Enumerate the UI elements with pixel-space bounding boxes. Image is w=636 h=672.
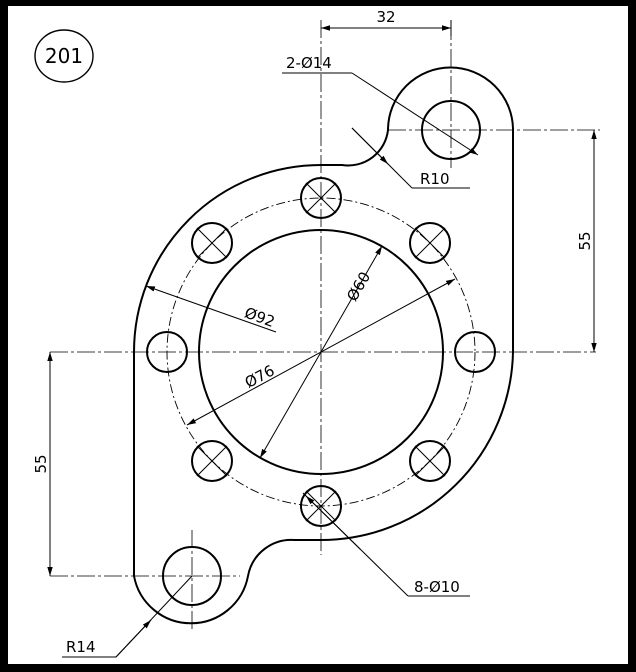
dim-left-height: 55	[32, 454, 50, 473]
dim-right-height: 55	[576, 231, 594, 250]
bottom-left-hole	[162, 546, 222, 606]
dim-radius-r14: R14	[66, 638, 96, 656]
drawing-number-circle	[34, 29, 94, 83]
drawing-sheet: 201 32 2-Ø14 R1	[8, 6, 628, 664]
outer-contour	[133, 66, 514, 625]
bolt-holes	[146, 177, 496, 527]
dim-holes-8: 8-Ø10	[414, 578, 460, 596]
bolt-hole	[191, 440, 233, 482]
dim-top-width: 32	[376, 8, 395, 26]
dim-dia-76: Ø76	[242, 361, 278, 391]
dim-hole-small: 2-Ø14	[286, 54, 332, 72]
bolt-hole	[409, 440, 451, 482]
technical-drawing: 201 32 2-Ø14 R1	[32, 8, 600, 658]
dim-dia-92: Ø92	[242, 304, 277, 331]
bolt-hole	[191, 222, 233, 264]
bolt-hole	[454, 331, 496, 373]
top-right-hole	[421, 100, 481, 160]
bolt-hole	[409, 222, 451, 264]
bolt-hole	[300, 177, 342, 219]
bolt-hole	[300, 485, 342, 527]
drawing-number: 201	[45, 44, 83, 68]
dim-dia-60: Ø60	[343, 269, 374, 305]
dim-fillet-r10: R10	[420, 170, 450, 188]
